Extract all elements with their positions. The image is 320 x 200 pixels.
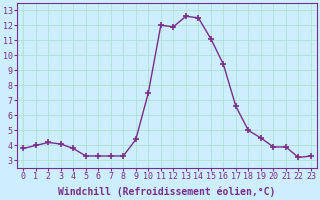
- X-axis label: Windchill (Refroidissement éolien,°C): Windchill (Refroidissement éolien,°C): [58, 187, 276, 197]
